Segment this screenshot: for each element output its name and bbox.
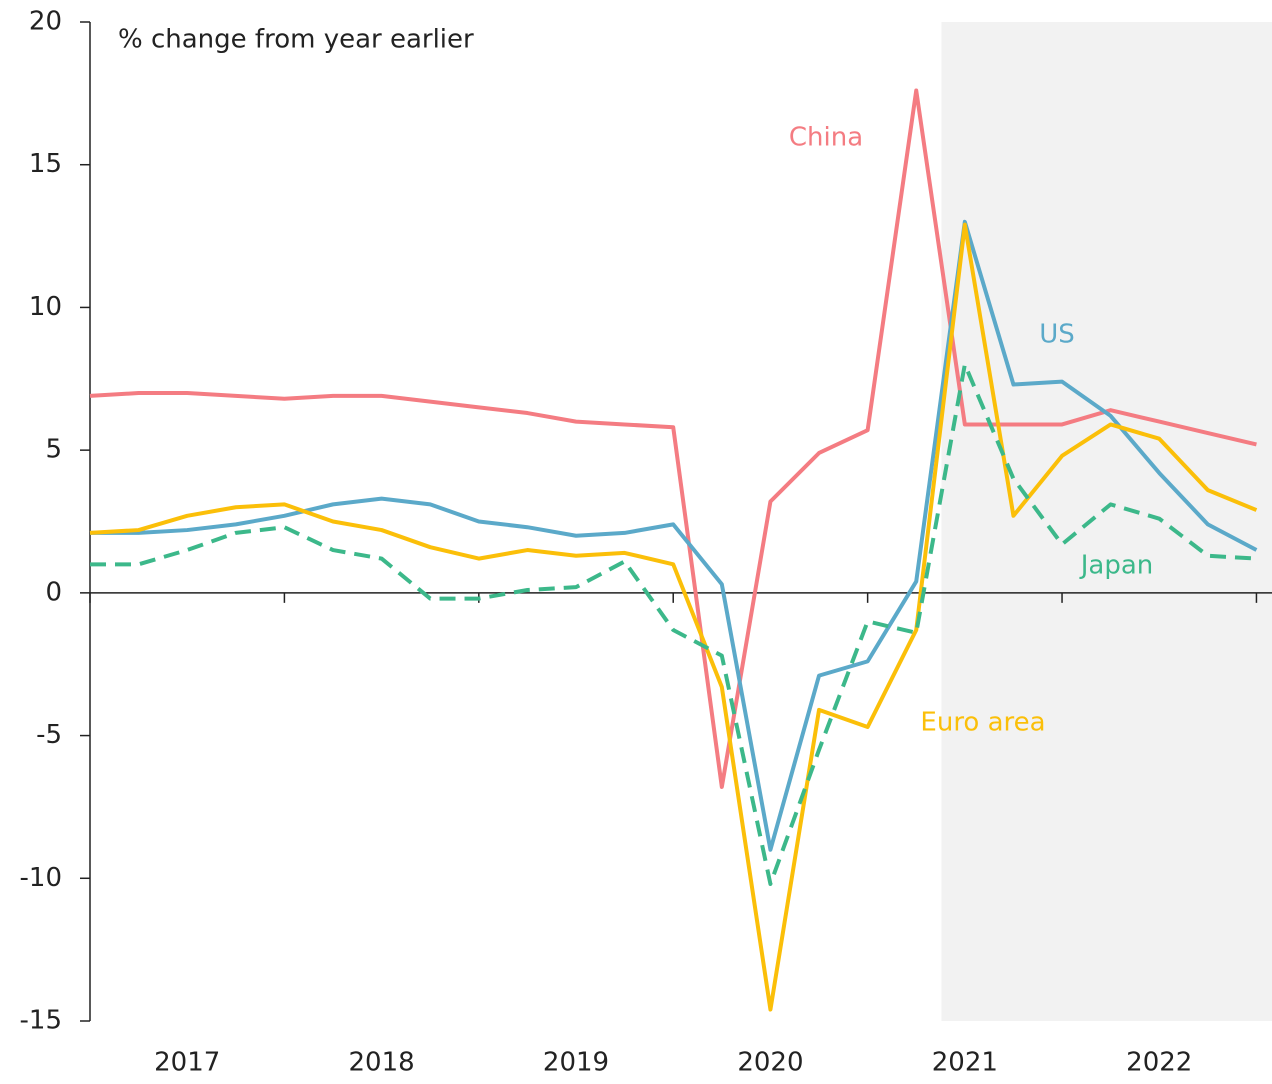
y-tick-label: -10 (20, 863, 62, 893)
y-tick-label: -5 (36, 720, 62, 750)
y-tick-label: 15 (29, 149, 62, 179)
y-tick-label: -15 (20, 1006, 62, 1036)
x-tick-label: 2017 (154, 1048, 220, 1078)
forecast-shading (941, 22, 1272, 1021)
series-line (89, 88, 1257, 789)
x-tick-label: 2019 (543, 1048, 609, 1078)
x-tick-label: 2021 (932, 1048, 998, 1078)
annotation: % change from year earlier (118, 25, 474, 55)
x-tick-label: 2022 (1126, 1048, 1192, 1078)
series-line (90, 362, 1257, 886)
series-line (90, 219, 1258, 852)
series-label: Japan (1079, 551, 1154, 581)
y-tick-label: 10 (29, 292, 62, 322)
series-line (89, 222, 1258, 1012)
series-label: China (789, 123, 863, 153)
y-tick-label: 0 (45, 577, 62, 607)
y-tick-label: 20 (29, 7, 62, 37)
x-tick-label: 2020 (737, 1048, 803, 1078)
series-label: US (1039, 320, 1075, 350)
series-label: Euro area (920, 708, 1045, 738)
x-tick-label: 2018 (349, 1048, 415, 1078)
y-tick-label: 5 (45, 435, 62, 465)
